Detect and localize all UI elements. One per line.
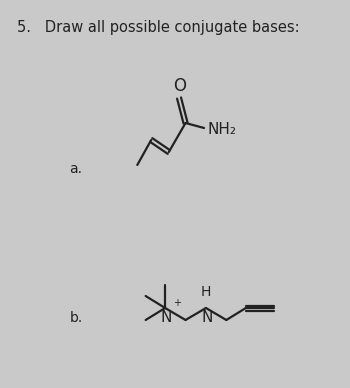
Text: N: N xyxy=(201,310,212,325)
Text: NH₂: NH₂ xyxy=(208,121,237,137)
Text: 5.   Draw all possible conjugate bases:: 5. Draw all possible conjugate bases: xyxy=(17,20,299,35)
Text: a.: a. xyxy=(70,162,83,176)
Text: N: N xyxy=(160,310,172,325)
Text: O: O xyxy=(174,77,187,95)
Text: +: + xyxy=(173,298,181,308)
Text: H: H xyxy=(201,285,211,299)
Text: b.: b. xyxy=(70,311,83,325)
